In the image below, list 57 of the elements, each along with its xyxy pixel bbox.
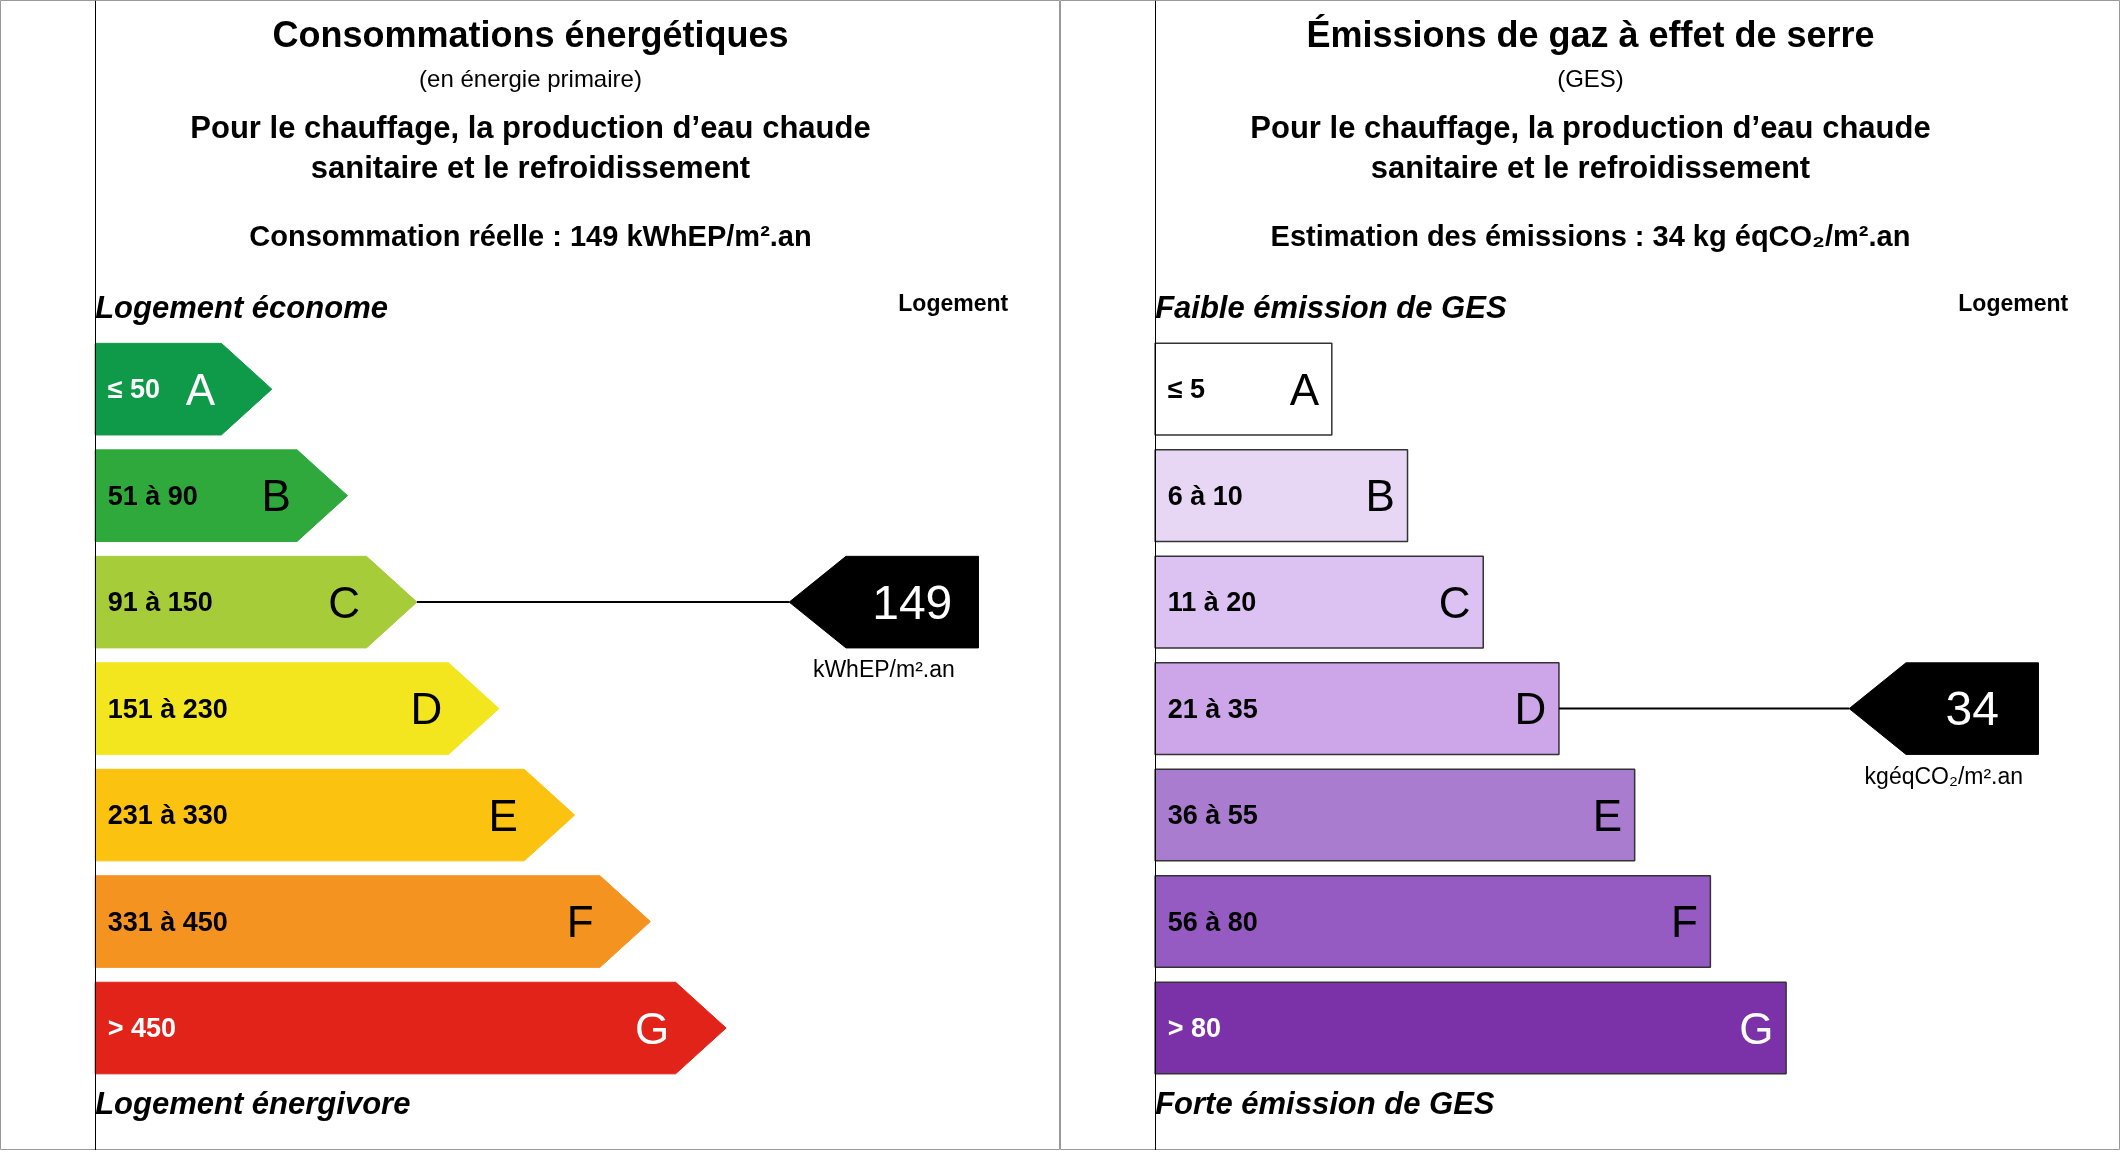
annotation: E [488,790,518,840]
annotation: D [1514,684,1547,734]
bar [1154,768,1636,862]
text: Faible émission de GES [1155,289,1507,325]
text: Forte émission de GES [1155,1086,1495,1122]
y-tick-label: ≤ 50 [107,374,161,405]
y-tick-label: ≤ 5 [1167,374,1206,405]
annotation: C [328,577,361,627]
y-tick-label: 331 à 450 [107,906,228,937]
y-tick-label: > 80 [1167,1013,1222,1044]
chart-subtitle: (GES) [1557,64,1624,92]
annotation: E [1592,790,1623,840]
y-tick-label: 6 à 10 [1167,480,1243,511]
text: Logement [1958,289,2069,316]
bar [1154,449,1409,543]
annotation: F [1670,897,1698,947]
annotation: G [1739,1003,1774,1053]
y-tick-label: > 450 [107,1013,177,1044]
text: Logement énergivore [95,1086,411,1122]
chart-subtitle: (en énergie primaire) [419,64,642,92]
annotation: A [185,364,216,414]
text: kgéqCO₂/m².an [1864,762,2024,789]
text: kWhEP/m².an [812,656,955,683]
annotation: B [261,471,291,521]
bar [1154,342,1333,436]
text: Consommation réelle : 149 kWhEP/m².an [249,219,812,252]
annotation: D [410,684,443,734]
text: Pour le chauffage, la production d’eau chaude sanitaire et le refroidissement [1250,109,1931,186]
y-tick-label: 36 à 55 [1167,800,1258,831]
text: Logement [898,289,1009,316]
y-tick-label: 91 à 150 [107,587,213,618]
y-tick-label: 151 à 230 [107,693,228,724]
y-tick-label: 56 à 80 [1167,906,1258,937]
bar [1154,981,1787,1075]
bar [1154,875,1712,969]
y-tick-label: 21 à 35 [1167,693,1258,724]
annotation: A [1289,364,1320,414]
text: Estimation des émissions : 34 kg éqCO₂/m².an [1270,219,1911,252]
bar [1154,662,1560,756]
bar [94,768,576,862]
annotation: G [635,1003,670,1053]
bar [94,875,651,968]
annotation: F [566,897,594,947]
annotation: B [1365,471,1395,521]
chart-title: Émissions de gaz à effet de serre [1306,14,1875,56]
bar [1154,555,1484,649]
text: Logement économe [95,289,388,325]
annotation: C [1438,577,1471,627]
text: 149 [872,575,953,629]
bar [94,662,500,755]
y-tick-label: 11 à 20 [1167,587,1257,618]
chart-title: Consommations énergétiques [272,14,789,56]
bar [94,981,727,1075]
text: Pour le chauffage, la production d’eau chaude sanitaire et le refroidissement [190,109,871,186]
y-tick-label: 231 à 330 [107,800,228,831]
text: 34 [1945,682,1999,736]
y-tick-label: 51 à 90 [107,480,198,511]
